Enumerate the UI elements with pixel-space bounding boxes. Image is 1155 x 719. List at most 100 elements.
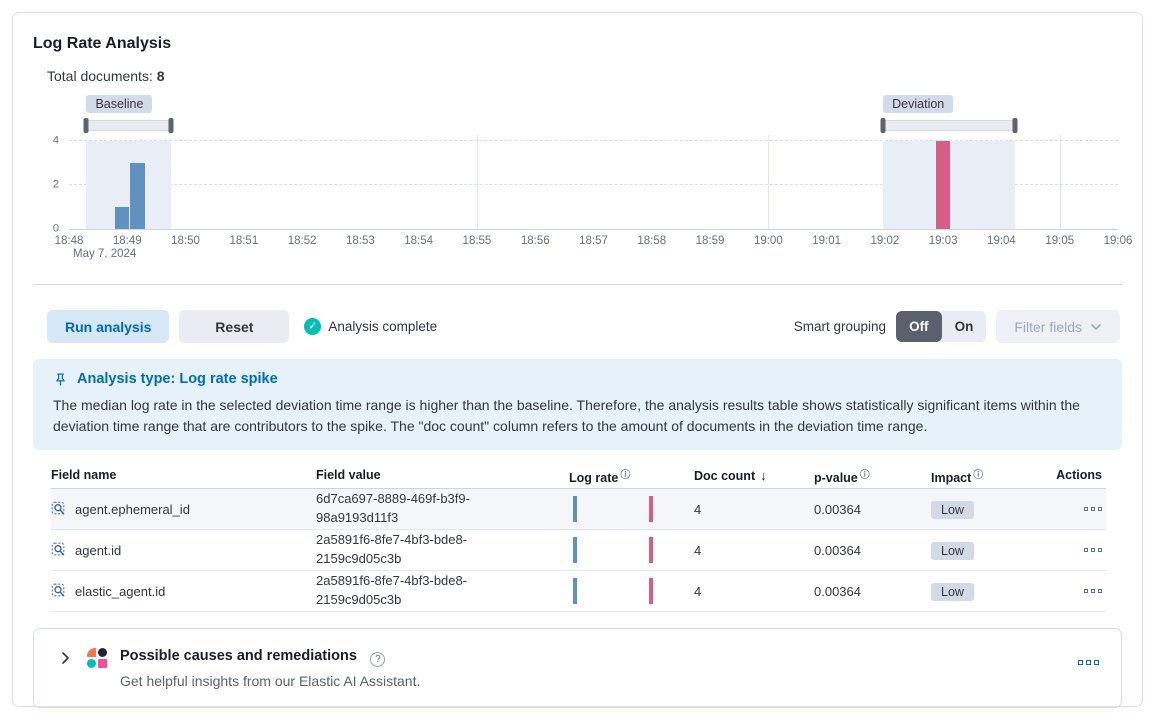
table-row: agent.ephemeral_id 6d7ca697-8889-469f-b3… (51, 489, 1106, 530)
vertical-gridline (1059, 135, 1061, 229)
baseline-mini-bar (573, 536, 577, 563)
smart-grouping-on-button[interactable]: On (942, 311, 987, 342)
x-axis-tick-label: 19:04 (987, 235, 1016, 247)
x-axis-tick-label: 19:03 (928, 235, 958, 247)
ai-panel-subtitle: Get helpful insights from our Elastic AI… (120, 673, 421, 689)
field-value: 2a5891f6-8fe7-4bf3-bde8-2159c9d05c3b (316, 532, 468, 566)
info-icon: ⓘ (620, 469, 631, 481)
x-axis-tick-label: 18:57 (579, 235, 608, 247)
log-rate-mini-chart (569, 495, 686, 523)
filter-fields-button[interactable]: Filter fields (996, 310, 1120, 343)
table-row: elastic_agent.id 2a5891f6-8fe7-4bf3-bde8… (51, 571, 1106, 612)
baseline-brush-handle-right[interactable] (168, 118, 174, 133)
y-axis-tick-label: 2 (52, 178, 59, 191)
header-log-rate-label: Log rate (569, 470, 619, 485)
chevron-down-icon (1091, 323, 1101, 330)
deviation-brush-handle-right[interactable] (1012, 118, 1018, 133)
x-axis-tick-label: 19:05 (1045, 235, 1075, 247)
log-rate-mini-chart (569, 536, 686, 564)
baseline-histogram-bar (130, 162, 145, 229)
doc-count-value: 4 (694, 501, 702, 517)
field-value: 6d7ca697-8889-469f-b3f9-98a9193d11f3 (316, 491, 470, 525)
p-value: 0.00364 (814, 583, 861, 599)
x-axis-tick-label: 18:54 (404, 235, 434, 247)
deviation-mini-bar (649, 577, 653, 604)
x-axis-tick-label: 18:49 (112, 235, 142, 247)
y-axis-tick-label: 4 (52, 134, 59, 147)
run-analysis-button[interactable]: Run analysis (47, 310, 170, 343)
smart-grouping-off-button[interactable]: Off (896, 311, 942, 342)
deviation-brush[interactable] (883, 120, 1015, 131)
ai-assistant-icon (87, 648, 107, 668)
callout-title: Analysis type: Log rate spike (77, 371, 278, 387)
p-value: 0.00364 (814, 501, 861, 517)
smart-grouping-label: Smart grouping (793, 319, 887, 334)
right-controls: Smart grouping Off On Filter fields (794, 310, 1120, 343)
help-icon: ? (370, 652, 386, 667)
page-title: Log Rate Analysis (33, 35, 172, 52)
header-log-rate: Log rate ⓘ (569, 466, 694, 485)
x-axis-tick-label: 19:06 (1103, 235, 1133, 247)
sort-descending-icon: ↓ (760, 467, 767, 483)
baseline-brush[interactable] (86, 120, 171, 131)
vertical-gridline (768, 135, 770, 229)
analysis-status-label: Analysis complete (328, 319, 438, 334)
filter-fields-label: Filter fields (1014, 318, 1082, 335)
ai-panel-title: Possible causes and remediations (120, 648, 357, 664)
horizontal-gridline (69, 139, 1118, 141)
header-p-value-label: p-value (814, 470, 858, 485)
header-doc-count-label: Doc count (694, 468, 756, 483)
smart-grouping-toggle: Off On (896, 311, 987, 342)
horizontal-gridline (69, 183, 1118, 185)
p-value: 0.00364 (814, 542, 861, 558)
baseline-mini-bar (573, 495, 577, 522)
vertical-gridline (476, 135, 478, 229)
header-field-value: Field value (316, 467, 381, 482)
log-rate-analysis-panel: Log Rate Analysis Total documents: 8 Bas… (12, 12, 1143, 708)
doc-count-value: 4 (694, 542, 702, 558)
baseline-mini-bar (573, 577, 577, 604)
divider (33, 284, 1122, 285)
info-icon: ⓘ (859, 469, 870, 481)
header-field-name: Field name (51, 468, 117, 482)
analysis-status: ✓ Analysis complete (304, 318, 437, 335)
impact-badge: Low (931, 582, 974, 601)
x-axis-tick-label: 19:00 (753, 235, 783, 247)
field-name: agent.id (75, 542, 122, 558)
x-axis-tick-label: 18:56 (520, 235, 550, 247)
x-axis-tick-label: 18:50 (171, 235, 200, 247)
deviation-mini-bar (649, 495, 653, 522)
callout-body: The median log rate in the selected devi… (53, 397, 1080, 434)
deviation-histogram-bar (936, 140, 950, 229)
x-axis-tick-label: 18:58 (637, 235, 667, 247)
x-axis-tick-label: 18:51 (229, 235, 259, 247)
chart-x-axis: 18:48 May 7, 2024 18:49 18:50 18:51 18:52 18:5… (55, 235, 1133, 267)
ai-assistant-panel: Possible causes and remediations ? Get h… (33, 628, 1122, 708)
header-doc-count[interactable]: Doc count ↓ (694, 468, 814, 483)
deviation-brush-handle-left[interactable] (880, 118, 886, 133)
analysis-type-callout: Analysis type: Log rate spike The median… (33, 359, 1122, 450)
x-axis-tick-label: 18:59 (695, 235, 725, 247)
impact-badge: Low (931, 541, 974, 560)
reset-button[interactable]: Reset (179, 310, 290, 343)
field-search-icon (51, 501, 65, 515)
results-table: Field name Field value Log rate ⓘ Doc cou… (51, 462, 1106, 612)
table-row: agent.id 2a5891f6-8fe7-4bf3-bde8-2159c9d… (51, 530, 1106, 571)
header-p-value: p-value ⓘ (814, 466, 931, 485)
baseline-badge: Baseline (86, 95, 153, 113)
brush-bars (69, 118, 1118, 134)
row-actions-menu-icon[interactable] (1084, 548, 1102, 552)
field-value: 2a5891f6-8fe7-4bf3-bde8-2159c9d05c3b (316, 573, 468, 607)
panel-actions-menu-icon[interactable] (1078, 660, 1099, 665)
baseline-brush-handle-left[interactable] (83, 118, 89, 133)
baseline-histogram-bar (115, 206, 130, 229)
row-actions-menu-icon[interactable] (1084, 507, 1102, 511)
expand-chevron-icon[interactable] (56, 649, 74, 670)
x-axis-tick-label: 19:02 (870, 235, 900, 247)
callout-header: Analysis type: Log rate spike (53, 371, 1102, 387)
field-name: elastic_agent.id (75, 583, 166, 599)
y-axis-tick-label: 0 (52, 222, 59, 235)
header-actions: Actions (1056, 468, 1102, 482)
row-actions-menu-icon[interactable] (1084, 589, 1102, 593)
